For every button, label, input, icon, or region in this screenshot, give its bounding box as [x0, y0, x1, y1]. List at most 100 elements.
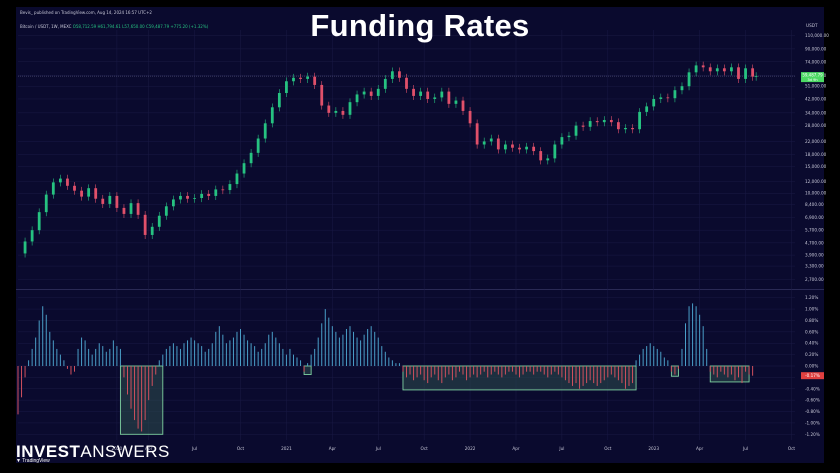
- funding-tick-label: -1.20%: [805, 432, 820, 437]
- price-tick-label: 42,000.00: [805, 96, 827, 101]
- price-candle: [694, 65, 698, 73]
- time-tick-label: Apr: [512, 446, 520, 451]
- price-tick-label: 28,000.00: [805, 123, 827, 128]
- price-candle: [708, 67, 712, 72]
- funding-tick-label: 0.80%: [805, 318, 818, 323]
- price-candle: [341, 110, 345, 115]
- funding-highlight-box: [709, 365, 750, 383]
- price-grid: [16, 30, 824, 440]
- time-tick-label: Jul: [742, 446, 748, 451]
- price-candle: [525, 146, 528, 150]
- price-candle: [715, 68, 719, 72]
- price-candle: [737, 67, 740, 79]
- price-candle: [320, 84, 324, 106]
- logo-brand-thin: ANSWERS: [80, 442, 170, 461]
- price-candle: [362, 91, 366, 95]
- price-candle: [221, 189, 225, 191]
- time-tick-label: Apr: [329, 446, 337, 451]
- price-candle: [595, 121, 599, 123]
- price-candle: [66, 178, 69, 186]
- price-candle: [638, 111, 641, 130]
- price-candle: [242, 163, 246, 174]
- price-candle: [235, 173, 239, 185]
- price-candle: [129, 203, 133, 214]
- price-candle: [87, 188, 91, 197]
- price-candle: [207, 193, 211, 196]
- price-tick-label: 2,700.00: [805, 277, 824, 282]
- price-candle: [560, 137, 564, 145]
- price-candle: [553, 144, 557, 159]
- current-price-countdown: 3d 9h: [807, 78, 817, 82]
- price-candle: [51, 182, 55, 195]
- price-candle: [511, 144, 514, 148]
- price-candle: [228, 184, 232, 191]
- price-candle: [546, 158, 550, 161]
- time-tick-label: Jul: [191, 446, 197, 451]
- price-candle: [482, 141, 486, 145]
- price-candle: [609, 119, 613, 123]
- funding-tick-label: -0.80%: [805, 409, 820, 414]
- price-candle: [214, 189, 218, 196]
- price-tick-label: 6,900.00: [805, 215, 824, 220]
- price-candle: [754, 76, 758, 77]
- price-candle: [80, 190, 83, 197]
- time-tick-label: Apr: [145, 446, 153, 451]
- price-candle: [108, 195, 112, 204]
- time-tick-label: Oct: [788, 446, 796, 451]
- invest-answers-logo: INVESTANSWERS ▼ TradingView: [16, 443, 170, 464]
- price-axis: 110,000.0090,000.0074,000.0060,000.0051,…: [801, 23, 829, 282]
- funding-tick-label: -0.40%: [805, 386, 820, 391]
- price-candles: [23, 61, 758, 258]
- funding-axis: 1.20%1.00%0.80%0.60%0.40%0.20%0.00%-0.20…: [801, 295, 824, 437]
- price-candle: [701, 65, 705, 68]
- price-candle: [143, 214, 147, 235]
- chart-header: Bevis_ published on TradingView.com, Aug…: [20, 10, 152, 15]
- price-candle: [172, 199, 175, 207]
- price-candle: [334, 110, 338, 113]
- price-tick-label: 74,000.00: [805, 59, 827, 64]
- current-price-label: 59,487.79: [802, 73, 823, 78]
- price-candle: [355, 94, 359, 103]
- price-candle: [426, 91, 430, 99]
- price-candle: [398, 71, 401, 78]
- price-candle: [503, 144, 507, 150]
- price-candle: [631, 127, 634, 130]
- price-candle: [164, 206, 168, 216]
- price-candle: [475, 123, 479, 145]
- price-candle: [200, 193, 204, 199]
- time-axis: 2020 Apr Jul Oct 2021 Apr Jul Oct 2022 Apr Jul Oct 2…: [112, 446, 796, 451]
- price-candle: [313, 76, 317, 85]
- price-tick-label: 22,000.00: [805, 139, 827, 144]
- price-candle: [101, 198, 105, 204]
- price-candle: [539, 151, 543, 161]
- price-tick-label: 15,000.00: [805, 164, 827, 169]
- price-candle: [518, 147, 521, 150]
- price-candle: [292, 77, 295, 82]
- price-tick-label: 34,000.00: [805, 110, 827, 115]
- price-candle: [659, 97, 663, 99]
- price-candle: [348, 102, 352, 115]
- price-tick-label: 4,700.00: [805, 240, 824, 245]
- price-candle: [179, 195, 182, 200]
- funding-tick-label: 0.60%: [805, 329, 818, 334]
- price-candle: [751, 68, 755, 77]
- price-tick-label: 8,400.00: [805, 202, 824, 207]
- funding-highlight-box: [303, 365, 312, 375]
- price-candle: [249, 152, 253, 164]
- price-candle: [433, 97, 437, 99]
- price-candle: [722, 68, 726, 72]
- price-candle: [94, 188, 98, 199]
- price-candle: [270, 107, 274, 124]
- price-candle: [277, 92, 281, 108]
- price-candle: [489, 138, 493, 142]
- publish-info: Bevis_ published on TradingView.com, Aug…: [20, 10, 152, 15]
- time-tick-label: 2023: [648, 446, 659, 451]
- price-candle: [687, 72, 691, 87]
- price-candle: [136, 203, 140, 215]
- time-tick-label: 2022: [465, 446, 476, 451]
- price-candle: [412, 88, 415, 96]
- price-candle: [376, 88, 380, 96]
- page-title: Funding Rates: [310, 8, 530, 43]
- time-tick-label: 2021: [281, 446, 292, 451]
- price-candle: [673, 90, 677, 99]
